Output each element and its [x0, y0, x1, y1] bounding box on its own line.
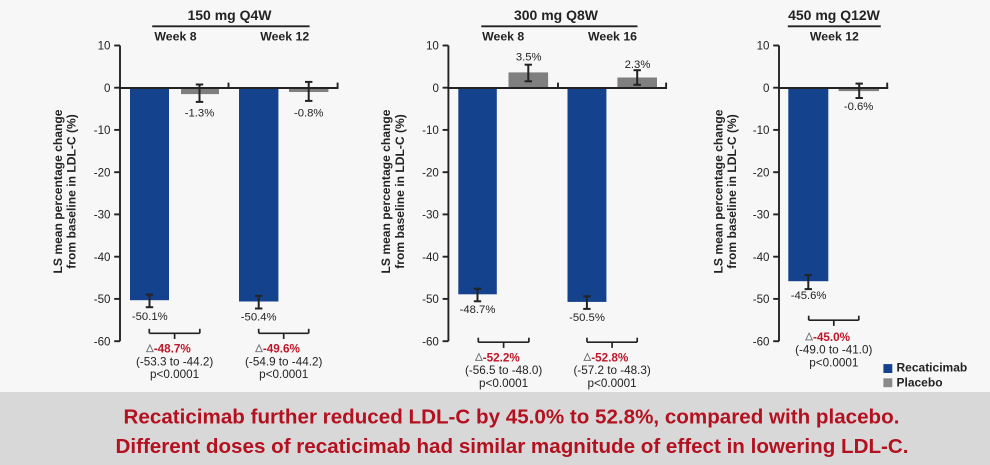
svg-text:Recaticimab: Recaticimab	[897, 361, 968, 375]
svg-text:-50: -50	[753, 293, 770, 306]
svg-text:-30: -30	[422, 209, 439, 222]
svg-text:-40: -40	[753, 251, 770, 264]
svg-text:3.5%: 3.5%	[516, 52, 542, 64]
svg-text:300 mg Q8W: 300 mg Q8W	[514, 7, 599, 23]
svg-text:Week 12: Week 12	[260, 30, 309, 44]
svg-text:-10: -10	[422, 124, 439, 137]
svg-text:-30: -30	[753, 209, 770, 222]
svg-text:Week 16: Week 16	[588, 30, 637, 44]
svg-text:from baseline in LDL-C (%): from baseline in LDL-C (%)	[65, 114, 79, 269]
svg-text:p<0.0001: p<0.0001	[150, 368, 199, 381]
svg-text:-49.6%: -49.6%	[263, 343, 301, 356]
svg-text:-60: -60	[753, 335, 770, 348]
svg-text:-52.8%: -52.8%	[591, 351, 629, 364]
svg-text:450 mg Q12W: 450 mg Q12W	[788, 7, 881, 23]
svg-text:0: 0	[763, 82, 769, 95]
svg-text:p<0.0001: p<0.0001	[588, 377, 637, 390]
svg-text:-45.6%: -45.6%	[791, 290, 827, 302]
svg-text:(-49.0 to -41.0): (-49.0 to -41.0)	[795, 344, 872, 357]
svg-text:-40: -40	[94, 251, 111, 264]
svg-text:-45.0%: -45.0%	[813, 331, 851, 344]
svg-text:150 mg Q4W: 150 mg Q4W	[187, 7, 272, 23]
svg-text:-50.4%: -50.4%	[241, 312, 277, 324]
svg-text:p<0.0001: p<0.0001	[809, 356, 858, 369]
svg-text:-10: -10	[753, 124, 770, 137]
svg-text:10: 10	[426, 40, 439, 53]
svg-text:-48.7%: -48.7%	[460, 304, 496, 316]
svg-text:(-56.5 to -48.0): (-56.5 to -48.0)	[465, 364, 542, 377]
svg-text:0: 0	[432, 82, 438, 95]
svg-text:-0.8%: -0.8%	[294, 108, 324, 120]
svg-text:-52.2%: -52.2%	[483, 351, 521, 364]
svg-text:from baseline in LDL-C (%): from baseline in LDL-C (%)	[393, 114, 407, 269]
svg-text:10: 10	[757, 40, 770, 53]
svg-text:Recaticimab further reduced LD: Recaticimab further reduced LDL-C by 45.…	[124, 406, 900, 429]
svg-text:Different doses of recaticimab: Different doses of recaticimab had simil…	[116, 435, 909, 458]
svg-text:-60: -60	[422, 335, 439, 348]
svg-text:Placebo: Placebo	[897, 376, 943, 390]
svg-text:0: 0	[104, 82, 110, 95]
svg-text:-1.3%: -1.3%	[185, 108, 215, 120]
svg-text:Week 8: Week 8	[154, 30, 196, 44]
svg-text:(-54.9 to -44.2): (-54.9 to -44.2)	[245, 355, 322, 368]
svg-text:p<0.0001: p<0.0001	[259, 368, 308, 381]
svg-text:-40: -40	[422, 251, 439, 264]
svg-text:-20: -20	[422, 166, 439, 179]
svg-text:LS mean percentage change: LS mean percentage change	[712, 109, 726, 273]
svg-text:-20: -20	[753, 166, 770, 179]
svg-text:-0.6%: -0.6%	[844, 101, 874, 113]
svg-text:(-57.2 to -48.3): (-57.2 to -48.3)	[573, 364, 650, 377]
svg-text:-60: -60	[94, 335, 111, 348]
svg-text:LS mean percentage change: LS mean percentage change	[379, 109, 393, 273]
svg-text:2.3%: 2.3%	[625, 59, 651, 71]
svg-text:-20: -20	[94, 166, 111, 179]
svg-text:(-53.3 to -44.2): (-53.3 to -44.2)	[136, 355, 213, 368]
svg-text:-50: -50	[422, 293, 439, 306]
svg-text:-50: -50	[94, 293, 111, 306]
svg-text:from baseline in LDL-C (%): from baseline in LDL-C (%)	[725, 114, 739, 269]
svg-text:-48.7%: -48.7%	[154, 343, 192, 356]
svg-text:p<0.0001: p<0.0001	[479, 377, 528, 390]
svg-text:-10: -10	[94, 124, 111, 137]
svg-text:10: 10	[98, 40, 111, 53]
svg-text:-30: -30	[94, 209, 111, 222]
svg-text:Week 8: Week 8	[482, 30, 524, 44]
svg-text:LS mean percentage change: LS mean percentage change	[51, 109, 65, 273]
svg-text:-50.5%: -50.5%	[569, 312, 605, 324]
svg-text:-50.1%: -50.1%	[132, 311, 168, 323]
svg-text:Week 12: Week 12	[810, 30, 859, 44]
